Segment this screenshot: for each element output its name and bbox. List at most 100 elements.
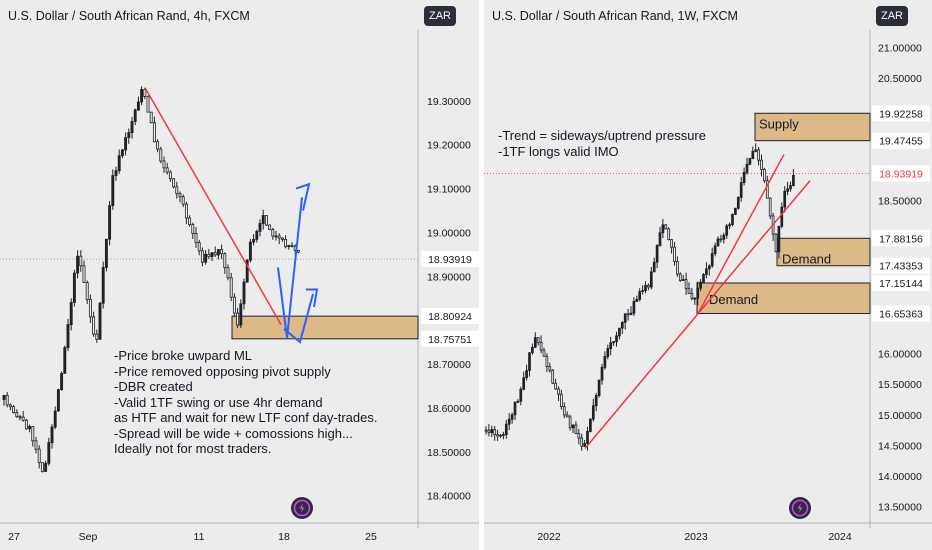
demand-zone-label: Demand: [782, 252, 831, 267]
candle-body: [197, 242, 201, 252]
candle-body: [600, 366, 604, 381]
candle-body: [641, 290, 644, 292]
candle-body: [710, 253, 714, 267]
y-tick-label: 21.00000: [878, 42, 922, 54]
candle-body: [280, 237, 284, 240]
note-line: -Spread will be wide + comossions high..…: [114, 425, 353, 441]
candle-body: [539, 342, 543, 351]
projection-path[interactable]: [277, 197, 303, 338]
zone-top-price-label-text: 17.88156: [879, 233, 923, 245]
zone-top-price-label: [872, 275, 930, 292]
candle-body: [678, 273, 682, 281]
candle-body: [31, 426, 35, 442]
candle-body: [159, 148, 163, 162]
panel-divider[interactable]: [479, 0, 484, 550]
trendline[interactable]: [144, 87, 282, 325]
candle-body: [597, 379, 601, 396]
candle-body: [37, 448, 41, 464]
candle-body: [56, 389, 60, 412]
candle-body: [507, 418, 511, 425]
candle-body: [98, 302, 102, 340]
candle-body: [239, 303, 243, 326]
candle-body: [792, 175, 795, 187]
candle-body: [40, 462, 44, 472]
chart-panel-1w[interactable]: 21.00000 20.50000 18.50000 16.00000 15.50000…: [484, 0, 932, 550]
candle-body: [188, 217, 192, 225]
x-tick-label: 25: [365, 531, 377, 543]
y-tick-label: 19.20000: [427, 140, 471, 152]
candle-body: [76, 255, 80, 274]
candle-body: [60, 372, 64, 391]
candle-body: [618, 327, 621, 337]
currency-button-4h[interactable]: ZAR: [424, 6, 456, 26]
y-tick-label: 18.70000: [427, 359, 471, 371]
candle-body: [149, 111, 153, 124]
candle-body: [519, 388, 523, 402]
candle-body: [716, 238, 720, 247]
candle-body: [178, 193, 182, 198]
candle-body: [632, 301, 636, 314]
candle-body: [765, 180, 769, 199]
demand-zone[interactable]: [231, 315, 419, 340]
candle-body: [536, 337, 540, 343]
candle-body: [745, 163, 749, 173]
candle-body: [667, 228, 671, 241]
candle-body: [655, 245, 659, 263]
trendline[interactable]: [697, 180, 811, 315]
candle-body: [786, 188, 789, 192]
candle-body: [95, 333, 99, 340]
current-price-label: [421, 251, 479, 268]
candle-body: [484, 429, 488, 432]
candle-body: [707, 265, 711, 270]
candle-body: [21, 416, 25, 421]
candle-body: [565, 414, 569, 418]
candle-body: [719, 238, 723, 241]
analysis-notes-4h: -Price broke uwpard ML -Price removed op…: [114, 348, 377, 457]
candle-body: [18, 416, 22, 419]
candle-body: [612, 341, 615, 344]
candle-body: [172, 178, 176, 188]
candle-body: [722, 234, 726, 240]
candle-body: [274, 235, 278, 238]
lightning-icon[interactable]: [291, 497, 313, 519]
supply-zone-label: Supply: [759, 116, 799, 131]
currency-button-1w[interactable]: ZAR: [876, 6, 908, 26]
note-line: -Price removed opposing pivot supply: [114, 363, 331, 379]
candle-body: [12, 406, 16, 414]
candle-body: [690, 292, 694, 299]
candle-body: [127, 132, 131, 138]
candle-body: [696, 287, 700, 299]
zone-top-price-label: [872, 105, 930, 122]
candle-body: [133, 109, 137, 122]
candle-body: [162, 160, 166, 169]
y-tick-label: 20.50000: [878, 73, 922, 85]
current-price-label-text: 18.93919: [879, 168, 923, 180]
zone-bottom-price-label-text: 16.65363: [879, 309, 923, 321]
candle-body: [136, 101, 140, 111]
supply-zone[interactable]: [754, 112, 871, 142]
y-tick-label: 16.00000: [878, 349, 922, 361]
candle-body: [255, 230, 259, 240]
candle-body: [175, 186, 179, 195]
candle-body: [236, 312, 240, 326]
demand-zone[interactable]: [776, 237, 871, 267]
chart-panel-4h[interactable]: 19.30000 19.20000 19.10000 19.00000 18.90000…: [0, 0, 479, 550]
note-line: -1TF longs valid IMO: [498, 143, 619, 159]
candle-body: [124, 137, 128, 151]
candle-body: [589, 418, 592, 432]
current-price-label-text: 18.93919: [428, 254, 472, 266]
candle-body: [699, 281, 702, 289]
chart-canvas-4h[interactable]: 19.30000 19.20000 19.10000 19.00000 18.90000…: [0, 0, 479, 550]
candle-body: [24, 419, 28, 430]
chart-canvas-1w[interactable]: 21.00000 20.50000 18.50000 16.00000 15.50000…: [484, 0, 932, 550]
candle-body: [571, 424, 575, 429]
candle-body: [223, 253, 227, 269]
candle-body: [525, 370, 528, 379]
projection-path[interactable]: [283, 293, 314, 344]
lightning-icon[interactable]: [789, 497, 811, 519]
candle-body: [742, 172, 746, 183]
candle-body: [44, 462, 48, 472]
candle-body: [69, 302, 73, 326]
trendline[interactable]: [584, 313, 699, 449]
trendline[interactable]: [697, 154, 785, 315]
